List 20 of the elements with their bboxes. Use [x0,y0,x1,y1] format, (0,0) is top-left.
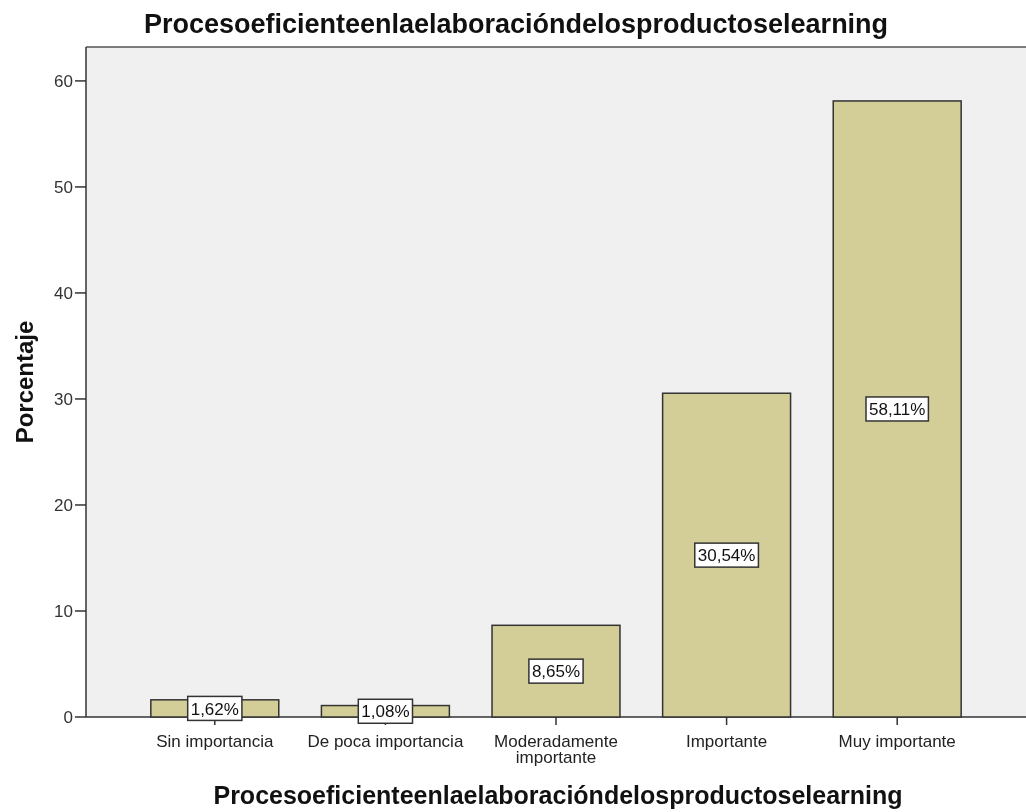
y-tick-label: 0 [63,708,73,728]
y-tick-label: 30 [54,390,73,410]
x-tick-label: Moderadamente importante [494,732,618,767]
y-tick-label: 20 [54,496,73,516]
chart-title: Procesoeficienteenlaelaboracióndelosproductoselearning [143,9,889,39]
y-axis-title: Porcentaje [11,320,38,444]
data-label: 58,11% [868,400,926,420]
x-tick-label: Importante [685,732,768,751]
x-tick-label: Muy importante [838,732,956,751]
data-label: 1,08% [361,702,410,722]
y-tick-label: 10 [54,602,73,622]
x-tick-label: De poca importancia [307,732,464,751]
y-tick-label: 50 [54,178,73,198]
y-tick-label: 60 [54,72,73,92]
data-label: 1,62% [190,699,239,719]
x-axis-title: Procesoeficienteenlaelaboracióndelosproductoselearning [213,781,903,809]
x-tick-label: Sin importancia [156,732,274,751]
y-tick-label: 40 [54,284,73,304]
data-label: 8,65% [531,662,581,682]
data-label: 30,54% [697,546,756,566]
